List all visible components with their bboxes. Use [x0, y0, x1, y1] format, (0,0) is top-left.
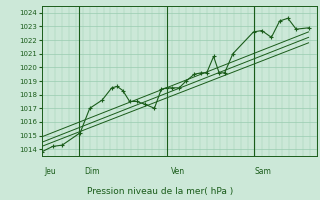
Text: Pression niveau de la mer( hPa ): Pression niveau de la mer( hPa ): [87, 187, 233, 196]
Text: Dim: Dim: [84, 167, 100, 176]
Text: Jeu: Jeu: [44, 167, 56, 176]
Text: Ven: Ven: [171, 167, 185, 176]
Text: Sam: Sam: [255, 167, 272, 176]
